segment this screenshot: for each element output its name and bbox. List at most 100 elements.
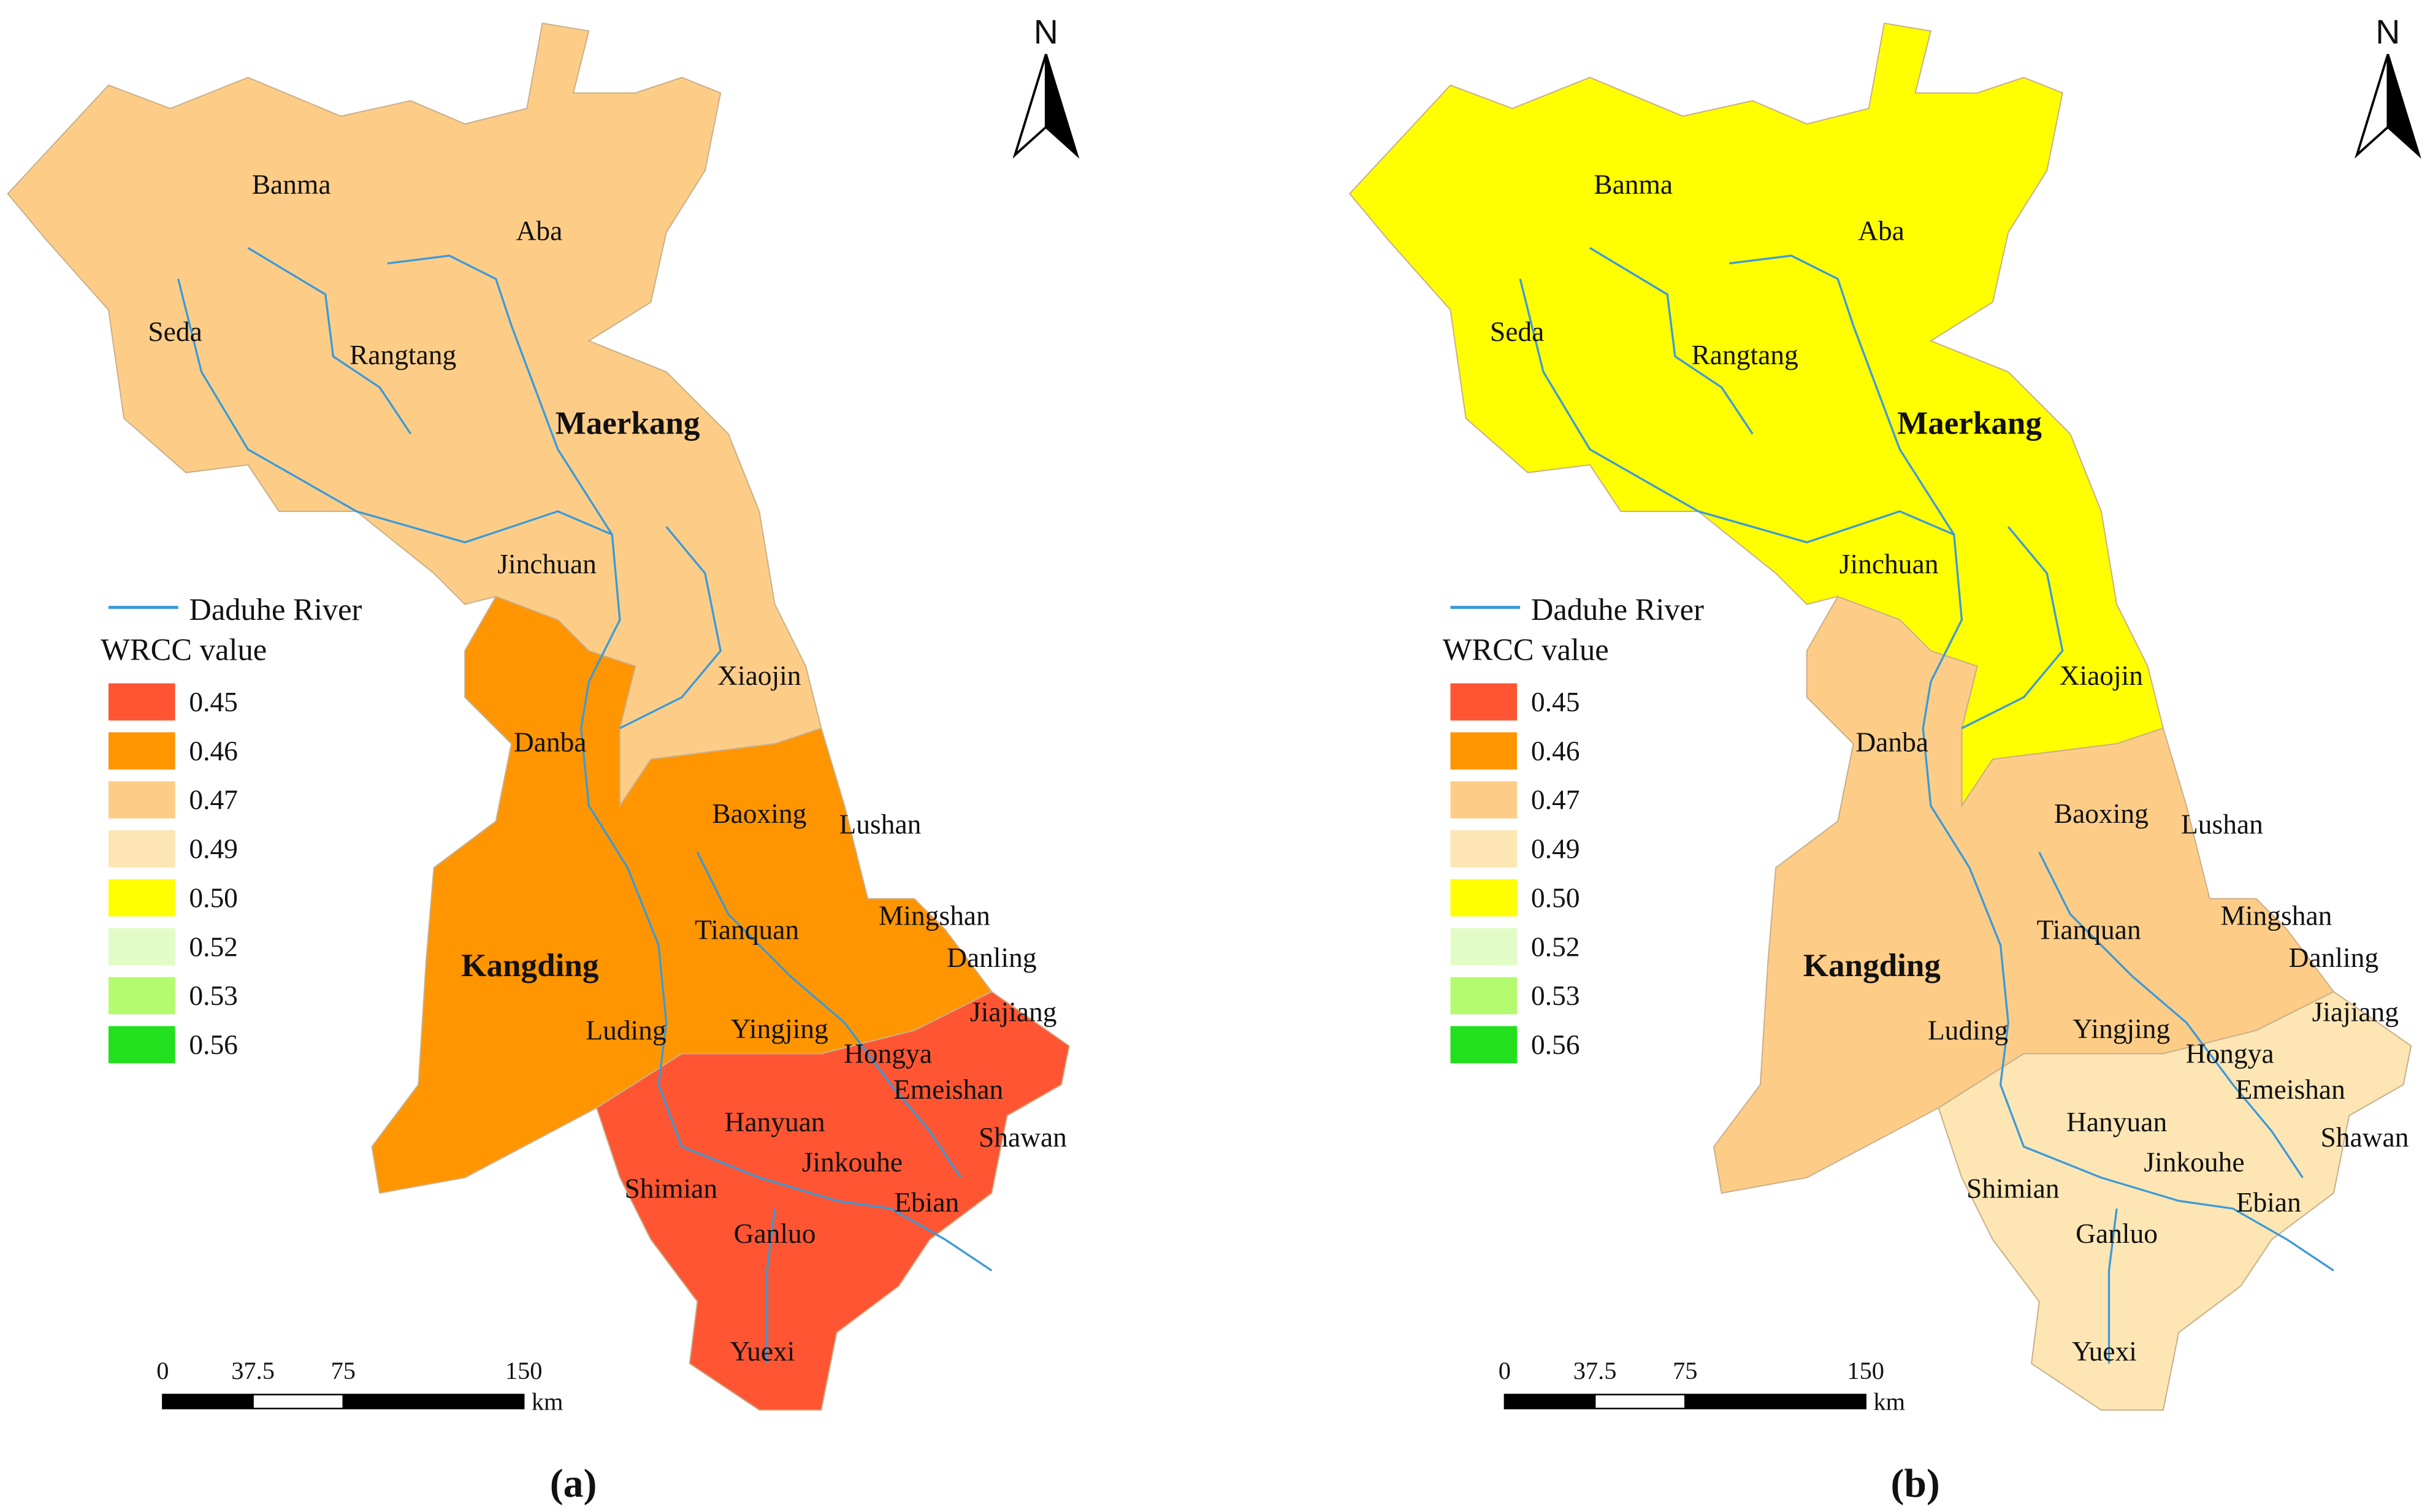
- legend-title: WRCC value: [101, 633, 267, 667]
- legend-label: 0.46: [1531, 735, 1580, 766]
- county-label: Ganluo: [734, 1218, 816, 1249]
- panel-caption: (b): [1890, 1461, 1939, 1506]
- legend-label: 0.56: [1531, 1029, 1580, 1060]
- river: [619, 526, 722, 730]
- north-label: N: [2375, 13, 2400, 51]
- scale-label: 37.5: [231, 1357, 275, 1384]
- scale-segment: [1503, 1394, 1596, 1410]
- north-arrow: [2355, 53, 2390, 159]
- legend-swatch: [108, 683, 175, 721]
- scale-label: 37.5: [1573, 1357, 1617, 1384]
- county-label: Shawan: [2320, 1121, 2409, 1153]
- county-label: Shimian: [1966, 1172, 2060, 1204]
- county-label: Lushan: [2181, 809, 2263, 840]
- river: [2038, 852, 2304, 1178]
- county-label: Jiajiang: [970, 996, 1056, 1027]
- legend-swatch: [108, 1026, 175, 1064]
- county-label: Tianquan: [2037, 914, 2141, 945]
- region: [1938, 991, 2412, 1411]
- county-label: Hanyuan: [725, 1106, 825, 1137]
- county-label: Mingshan: [2220, 900, 2332, 931]
- county-label: Danling: [2289, 942, 2378, 973]
- county-label: Danba: [1855, 727, 1928, 758]
- legend-swatch: [1450, 928, 1518, 966]
- scale-segment: [162, 1394, 254, 1410]
- county-label: Tianquan: [695, 914, 799, 945]
- county-label: Rangtang: [350, 339, 456, 370]
- county-label: Luding: [1928, 1015, 2008, 1046]
- north-arrow: [2386, 53, 2421, 159]
- county-label: Yuexi: [2072, 1335, 2137, 1367]
- county-label: Emeishan: [2236, 1074, 2346, 1105]
- county-label: Banma: [252, 169, 331, 200]
- county-label: Jinkouhe: [2144, 1147, 2244, 1178]
- scale-label: 0: [1499, 1357, 1511, 1384]
- county-label: Yingjing: [2072, 1013, 2170, 1044]
- legend-river: Daduhe River: [189, 592, 362, 627]
- legend-swatch: [108, 732, 175, 769]
- county-label: Banma: [1594, 169, 1673, 200]
- legend-label: 0.45: [1531, 686, 1580, 717]
- legend-title: WRCC value: [1443, 633, 1609, 667]
- legend-swatch: [1450, 879, 1518, 917]
- county-label: Rangtang: [1691, 339, 1798, 370]
- legend-label: 0.50: [1531, 882, 1580, 913]
- river: [1519, 278, 2334, 1272]
- county-label: Jiajiang: [2312, 996, 2399, 1027]
- legend-swatch: [108, 830, 175, 868]
- county-label: Yuexi: [730, 1335, 795, 1367]
- legend-swatch: [108, 781, 175, 819]
- county-label: Maerkang: [1897, 406, 2042, 441]
- legend-swatch: [1450, 732, 1518, 769]
- legend-label: 0.56: [189, 1029, 238, 1060]
- legend-label: 0.52: [1531, 931, 1580, 962]
- legend-swatch: [1450, 830, 1518, 868]
- county-label: Jinchuan: [497, 548, 597, 579]
- river: [1729, 254, 1955, 535]
- river: [2107, 1208, 2118, 1364]
- county-label: Ebian: [2236, 1186, 2301, 1218]
- county-label: Shawan: [979, 1121, 1067, 1153]
- scale-segment: [1684, 1394, 1866, 1410]
- legend-label: 0.53: [189, 980, 238, 1011]
- scale-segment: [1594, 1394, 1686, 1410]
- legend-swatch: [108, 879, 175, 917]
- county-label: Kangding: [461, 948, 599, 983]
- county-label: Shimian: [624, 1172, 717, 1204]
- scale-segment: [342, 1394, 525, 1410]
- north-label: N: [1034, 13, 1058, 51]
- county-label: Ebian: [894, 1186, 959, 1218]
- legend-label: 0.50: [189, 882, 238, 913]
- legend-label: 0.47: [189, 784, 238, 815]
- panel-caption: (a): [550, 1461, 597, 1506]
- legend-label: 0.45: [189, 686, 238, 717]
- legend-swatch: [1450, 977, 1518, 1015]
- county-label: Mingshan: [879, 900, 990, 931]
- legend-swatch: [108, 928, 175, 966]
- county-label: Aba: [516, 215, 563, 246]
- legend-label: 0.53: [1531, 980, 1580, 1011]
- scale-label: 150: [505, 1357, 543, 1384]
- river: [1961, 526, 2064, 730]
- county-label: Kangding: [1803, 948, 1941, 983]
- legend-label: 0.46: [189, 735, 238, 766]
- county-label: Hongya: [844, 1038, 932, 1069]
- legend-label: 0.49: [1531, 833, 1580, 865]
- county-label: Luding: [586, 1015, 666, 1046]
- scale-unit: km: [532, 1388, 563, 1416]
- county-label: Jinchuan: [1839, 548, 1939, 579]
- scale-label: 75: [331, 1357, 356, 1384]
- county-label: Hanyuan: [2066, 1106, 2167, 1137]
- county-label: Baoxing: [2054, 798, 2149, 829]
- county-label: Danba: [514, 727, 587, 758]
- county-label: Seda: [148, 316, 202, 347]
- county-label: Yingjing: [731, 1013, 828, 1044]
- county-label: Baoxing: [712, 798, 806, 829]
- north-arrow: [1012, 53, 1047, 159]
- legend-river: Daduhe River: [1531, 592, 1704, 627]
- region: [595, 991, 1070, 1411]
- legend-label: 0.49: [189, 833, 238, 865]
- county-label: Seda: [1490, 316, 1544, 347]
- scale-label: 150: [1847, 1357, 1884, 1384]
- county-label: Jinkouhe: [802, 1147, 903, 1178]
